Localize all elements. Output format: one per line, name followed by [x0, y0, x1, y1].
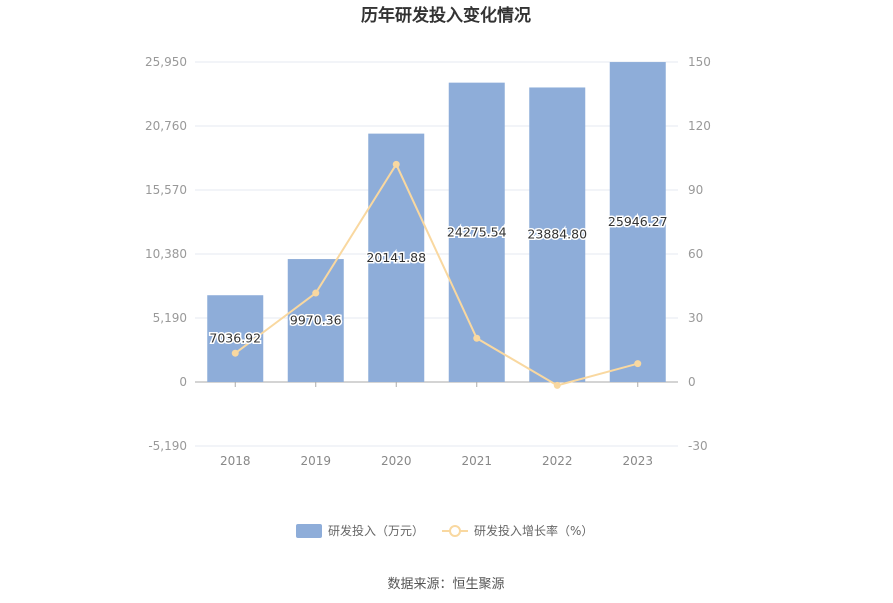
bar-value-label: 9970.36: [290, 313, 342, 328]
bar: [609, 62, 666, 383]
x-tick-label: 2023: [622, 454, 653, 468]
bar-value-label: 24275.54: [447, 224, 507, 239]
y-right-tick-label: 0: [688, 375, 696, 389]
line-point: [553, 381, 561, 389]
x-tick-label: 2020: [381, 454, 412, 468]
bar-value-label: 20141.88: [366, 250, 426, 265]
y-left-tick-label: 25,950: [145, 55, 187, 69]
x-tick-label: 2022: [542, 454, 573, 468]
y-left-axis: -5,190 0 5,190 10,380 15,570 20,760 25,950: [145, 55, 187, 453]
bar-value-label: 23884.80: [527, 227, 587, 242]
x-tick-label: 2018: [220, 454, 251, 468]
y-right-tick-label: 30: [688, 311, 703, 325]
y-right-tick-label: 120: [688, 119, 711, 133]
line-series: [231, 160, 642, 389]
legend-line-marker: [449, 525, 461, 537]
y-left-tick-label: -5,190: [148, 439, 187, 453]
bar-series: [207, 62, 666, 383]
chart-title: 历年研发投入变化情况: [361, 5, 531, 26]
bar-data-labels: 7036.92 9970.36 20141.88 24275.54 23884.80 25…: [208, 213, 669, 348]
source-note: 数据来源：恒生聚源: [387, 577, 504, 592]
bar: [287, 259, 344, 382]
y-right-tick-label: 60: [688, 247, 703, 261]
legend: 研发投入（万元） 研发投入增长率（%）: [296, 523, 593, 538]
y-left-tick-label: 0: [179, 375, 187, 389]
y-left-tick-label: 15,570: [145, 183, 187, 197]
gridlines: [195, 61, 678, 447]
line-point: [634, 360, 642, 368]
bar: [368, 133, 425, 382]
legend-line-label: 研发投入增长率（%）: [474, 523, 593, 538]
line-point: [231, 349, 239, 357]
bar-value-label: 25946.27: [608, 214, 668, 229]
y-left-tick-label: 20,760: [145, 119, 187, 133]
line-point: [312, 289, 320, 297]
x-axis: 2018 2019 2020 2021 2022 2023: [220, 382, 653, 468]
y-left-tick-label: 5,190: [153, 311, 187, 325]
y-right-axis: -30 0 30 60 90 120 150: [688, 55, 711, 453]
bar-value-label: 7036.92: [209, 331, 261, 346]
bar: [529, 87, 586, 382]
y-right-tick-label: 90: [688, 183, 703, 197]
bar: [448, 82, 505, 383]
x-tick-label: 2021: [461, 454, 492, 468]
y-left-tick-label: 10,380: [145, 247, 187, 261]
legend-bar-swatch: [296, 524, 322, 538]
x-tick-label: 2019: [300, 454, 331, 468]
growth-line: [234, 162, 639, 387]
y-right-tick-label: 150: [688, 55, 711, 69]
line-point: [473, 334, 481, 342]
legend-bar-label: 研发投入（万元）: [328, 523, 424, 538]
y-right-tick-label: -30: [688, 439, 708, 453]
line-point: [392, 160, 400, 168]
